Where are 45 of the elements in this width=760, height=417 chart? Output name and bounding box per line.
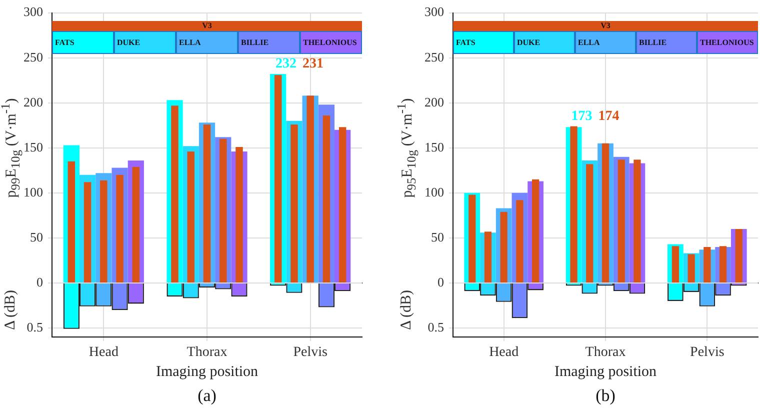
y-tick-label: 100	[24, 184, 43, 200]
annotation: 173	[571, 108, 592, 124]
text: ELLA	[575, 30, 636, 54]
y-tick-label: 0	[36, 274, 43, 290]
x-axis-title: Imaging position	[554, 364, 658, 380]
y-tick-label: 150	[24, 139, 43, 154]
y-tick-label: 100	[424, 184, 444, 200]
annotation: 232	[275, 56, 296, 72]
y-tick-label: 50	[431, 229, 444, 244]
x-tick-label: Thorax	[186, 345, 228, 360]
x-tick-label: Head	[88, 345, 118, 360]
text: V3	[52, 20, 362, 31]
text: (a)	[198, 386, 216, 406]
text: FATS	[52, 30, 114, 54]
text: THELONIOUS	[300, 30, 362, 54]
text: V3	[453, 20, 758, 31]
text: ELLA	[176, 30, 238, 54]
x-tick-label: Pelvis	[690, 345, 724, 360]
text: (b)	[596, 386, 616, 406]
y-tick-label: 300	[424, 4, 444, 20]
y-tick-label: 250	[424, 49, 444, 64]
annotation: 231	[302, 56, 324, 72]
text: THELONIOUS	[697, 30, 758, 54]
y-tick-label: 0	[438, 274, 444, 290]
y-tick-label: 150	[424, 139, 444, 154]
y-tick-label: 250	[24, 49, 43, 64]
y-axis-title: Δ (dB)	[2, 290, 20, 330]
text: BILLIE	[238, 30, 300, 54]
text: FATS	[453, 30, 514, 54]
annotation: 174	[598, 108, 620, 124]
x-axis-title: Imaging position	[156, 364, 259, 380]
x-tick-label: Pelvis	[293, 345, 328, 360]
x-tick-label: Thorax	[585, 345, 626, 360]
y-tick-label: 0.5	[26, 319, 43, 334]
bar	[306, 96, 314, 283]
text: DUKE	[114, 30, 176, 54]
text: DUKE	[514, 30, 575, 54]
y-axis-title: Δ (dB)	[398, 290, 416, 330]
y-tick-label: 50	[30, 229, 43, 244]
x-tick-label: Head	[489, 345, 519, 360]
y-tick-label: 200	[24, 94, 43, 110]
y-tick-label: 300	[24, 4, 43, 20]
text: BILLIE	[636, 30, 697, 54]
y-tick-label: 0.5	[428, 319, 444, 334]
y-tick-label: 200	[424, 94, 444, 110]
